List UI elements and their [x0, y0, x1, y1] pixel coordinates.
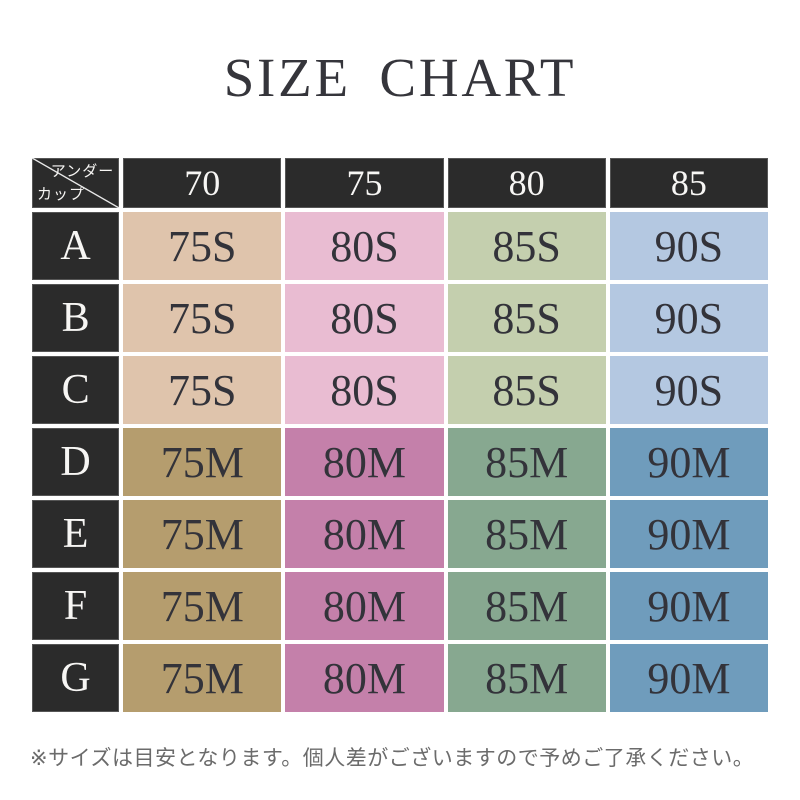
size-cell-d-70: 75M: [123, 428, 282, 496]
row-label-g: G: [32, 644, 120, 712]
row-label-c: C: [32, 356, 120, 424]
size-cell-a-75: 80S: [285, 212, 444, 280]
size-cell-b-85: 90S: [609, 284, 768, 352]
table-row-c: C 75S 80S 85S 90S: [32, 356, 768, 424]
column-header-70: 70: [123, 158, 282, 208]
table-row-d: D 75M 80M 85M 90M: [32, 428, 768, 496]
size-cell-e-75: 80M: [285, 500, 444, 568]
header-row: アンダー カップ 70 75 80 85: [32, 158, 768, 208]
table-row-e: E 75M 80M 85M 90M: [32, 500, 768, 568]
size-cell-f-80: 85M: [447, 572, 606, 640]
table-row-b: B 75S 80S 85S 90S: [32, 284, 768, 352]
corner-label-cup: カップ: [37, 186, 86, 203]
size-cell-g-70: 75M: [123, 644, 282, 712]
size-cell-b-70: 75S: [123, 284, 282, 352]
size-cell-g-75: 80M: [285, 644, 444, 712]
table-row-f: F 75M 80M 85M 90M: [32, 572, 768, 640]
size-cell-c-70: 75S: [123, 356, 282, 424]
size-cell-a-80: 85S: [447, 212, 606, 280]
footnote: ※サイズは目安となります。個人差がございますので予めご了承ください。: [30, 747, 755, 770]
size-cell-d-75: 80M: [285, 428, 444, 496]
size-cell-b-75: 80S: [285, 284, 444, 352]
size-cell-f-85: 90M: [609, 572, 768, 640]
size-cell-e-80: 85M: [447, 500, 606, 568]
size-cell-e-85: 90M: [609, 500, 768, 568]
column-header-85: 85: [609, 158, 768, 208]
row-label-a: A: [32, 212, 120, 280]
corner-label-under-bust: アンダー: [50, 163, 115, 180]
size-cell-e-70: 75M: [123, 500, 282, 568]
column-header-80: 80: [447, 158, 606, 208]
row-label-d: D: [32, 428, 120, 496]
size-cell-b-80: 85S: [447, 284, 606, 352]
size-cell-f-70: 75M: [123, 572, 282, 640]
column-header-75: 75: [285, 158, 444, 208]
size-cell-c-75: 80S: [285, 356, 444, 424]
row-label-b: B: [32, 284, 120, 352]
row-label-e: E: [32, 500, 120, 568]
size-cell-a-85: 90S: [609, 212, 768, 280]
size-cell-d-85: 90M: [609, 428, 768, 496]
row-label-f: F: [32, 572, 120, 640]
table-row-g: G 75M 80M 85M 90M: [32, 644, 768, 712]
diagonal-divider-line: [32, 158, 119, 208]
size-cell-f-75: 80M: [285, 572, 444, 640]
size-cell-c-85: 90S: [609, 356, 768, 424]
size-chart-table: アンダー カップ 70 75 80 85 A 75S 80S 85S 90S B…: [28, 154, 772, 716]
corner-header-cell: アンダー カップ: [32, 158, 120, 208]
size-cell-c-80: 85S: [447, 356, 606, 424]
size-cell-a-70: 75S: [123, 212, 282, 280]
page-title: SIZE CHART: [223, 47, 577, 108]
table-row-a: A 75S 80S 85S 90S: [32, 212, 768, 280]
size-cell-g-85: 90M: [609, 644, 768, 712]
size-cell-g-80: 85M: [447, 644, 606, 712]
size-cell-d-80: 85M: [447, 428, 606, 496]
